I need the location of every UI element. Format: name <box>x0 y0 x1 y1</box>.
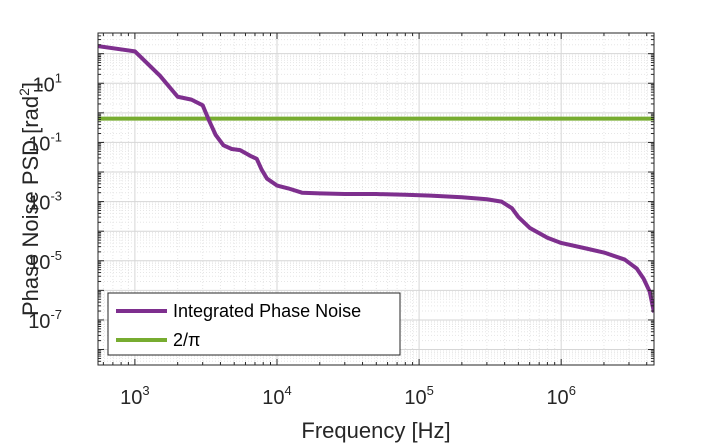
tick-marks <box>98 32 654 366</box>
y-tick-label-exponent: -3 <box>50 189 62 204</box>
y-tick-label: 10-7 <box>28 307 62 333</box>
y-tick-label-base: 10 <box>28 311 50 333</box>
y-axis-title-sup: 2 <box>16 88 32 96</box>
y-tick-label-exponent: 1 <box>55 70 62 85</box>
y-tick-label-exponent: -5 <box>50 248 62 263</box>
y-axis-title-end: ] <box>18 82 43 88</box>
x-tick-label-exponent: 6 <box>569 383 576 398</box>
y-tick-label-base: 10 <box>33 74 55 96</box>
legend-label-two-over-pi: 2/π <box>173 330 200 350</box>
legend-box <box>107 292 401 356</box>
x-tick-label-base: 10 <box>546 387 568 409</box>
y-tick-label: 101 <box>33 70 62 96</box>
y-tick-label: 10-3 <box>28 189 62 215</box>
x-tick-label: 104 <box>262 383 291 409</box>
x-tick-label: 105 <box>404 383 433 409</box>
legend-label-integrated-phase-noise: Integrated Phase Noise <box>173 301 361 321</box>
x-tick-label: 106 <box>546 383 575 409</box>
x-tick-label-exponent: 3 <box>142 383 149 398</box>
x-tick-label-base: 10 <box>120 387 142 409</box>
legend: Integrated Phase Noise 2/π <box>107 292 401 356</box>
y-axis-title-base: Phase Noise PSD [rad <box>18 96 43 316</box>
x-tick-label: 103 <box>120 383 149 409</box>
y-tick-label-exponent: -1 <box>50 129 62 144</box>
x-tick-label-base: 10 <box>262 387 284 409</box>
series-line-integrated-phase-noise <box>98 44 654 313</box>
x-axis-title: Frequency [Hz] <box>301 418 450 443</box>
y-tick-label-base: 10 <box>28 133 50 155</box>
x-tick-label-base: 10 <box>404 387 426 409</box>
y-tick-label-base: 10 <box>28 193 50 215</box>
x-tick-label-exponent: 5 <box>427 383 434 398</box>
y-axis-title: Phase Noise PSD [rad2] <box>16 82 43 316</box>
y-tick-label-base: 10 <box>28 252 50 274</box>
x-tick-label-exponent: 4 <box>284 383 291 398</box>
y-tick-label: 10-5 <box>28 248 62 274</box>
y-tick-label: 10-1 <box>28 129 62 155</box>
y-tick-label-exponent: -7 <box>50 307 62 322</box>
series-layer <box>98 44 654 313</box>
